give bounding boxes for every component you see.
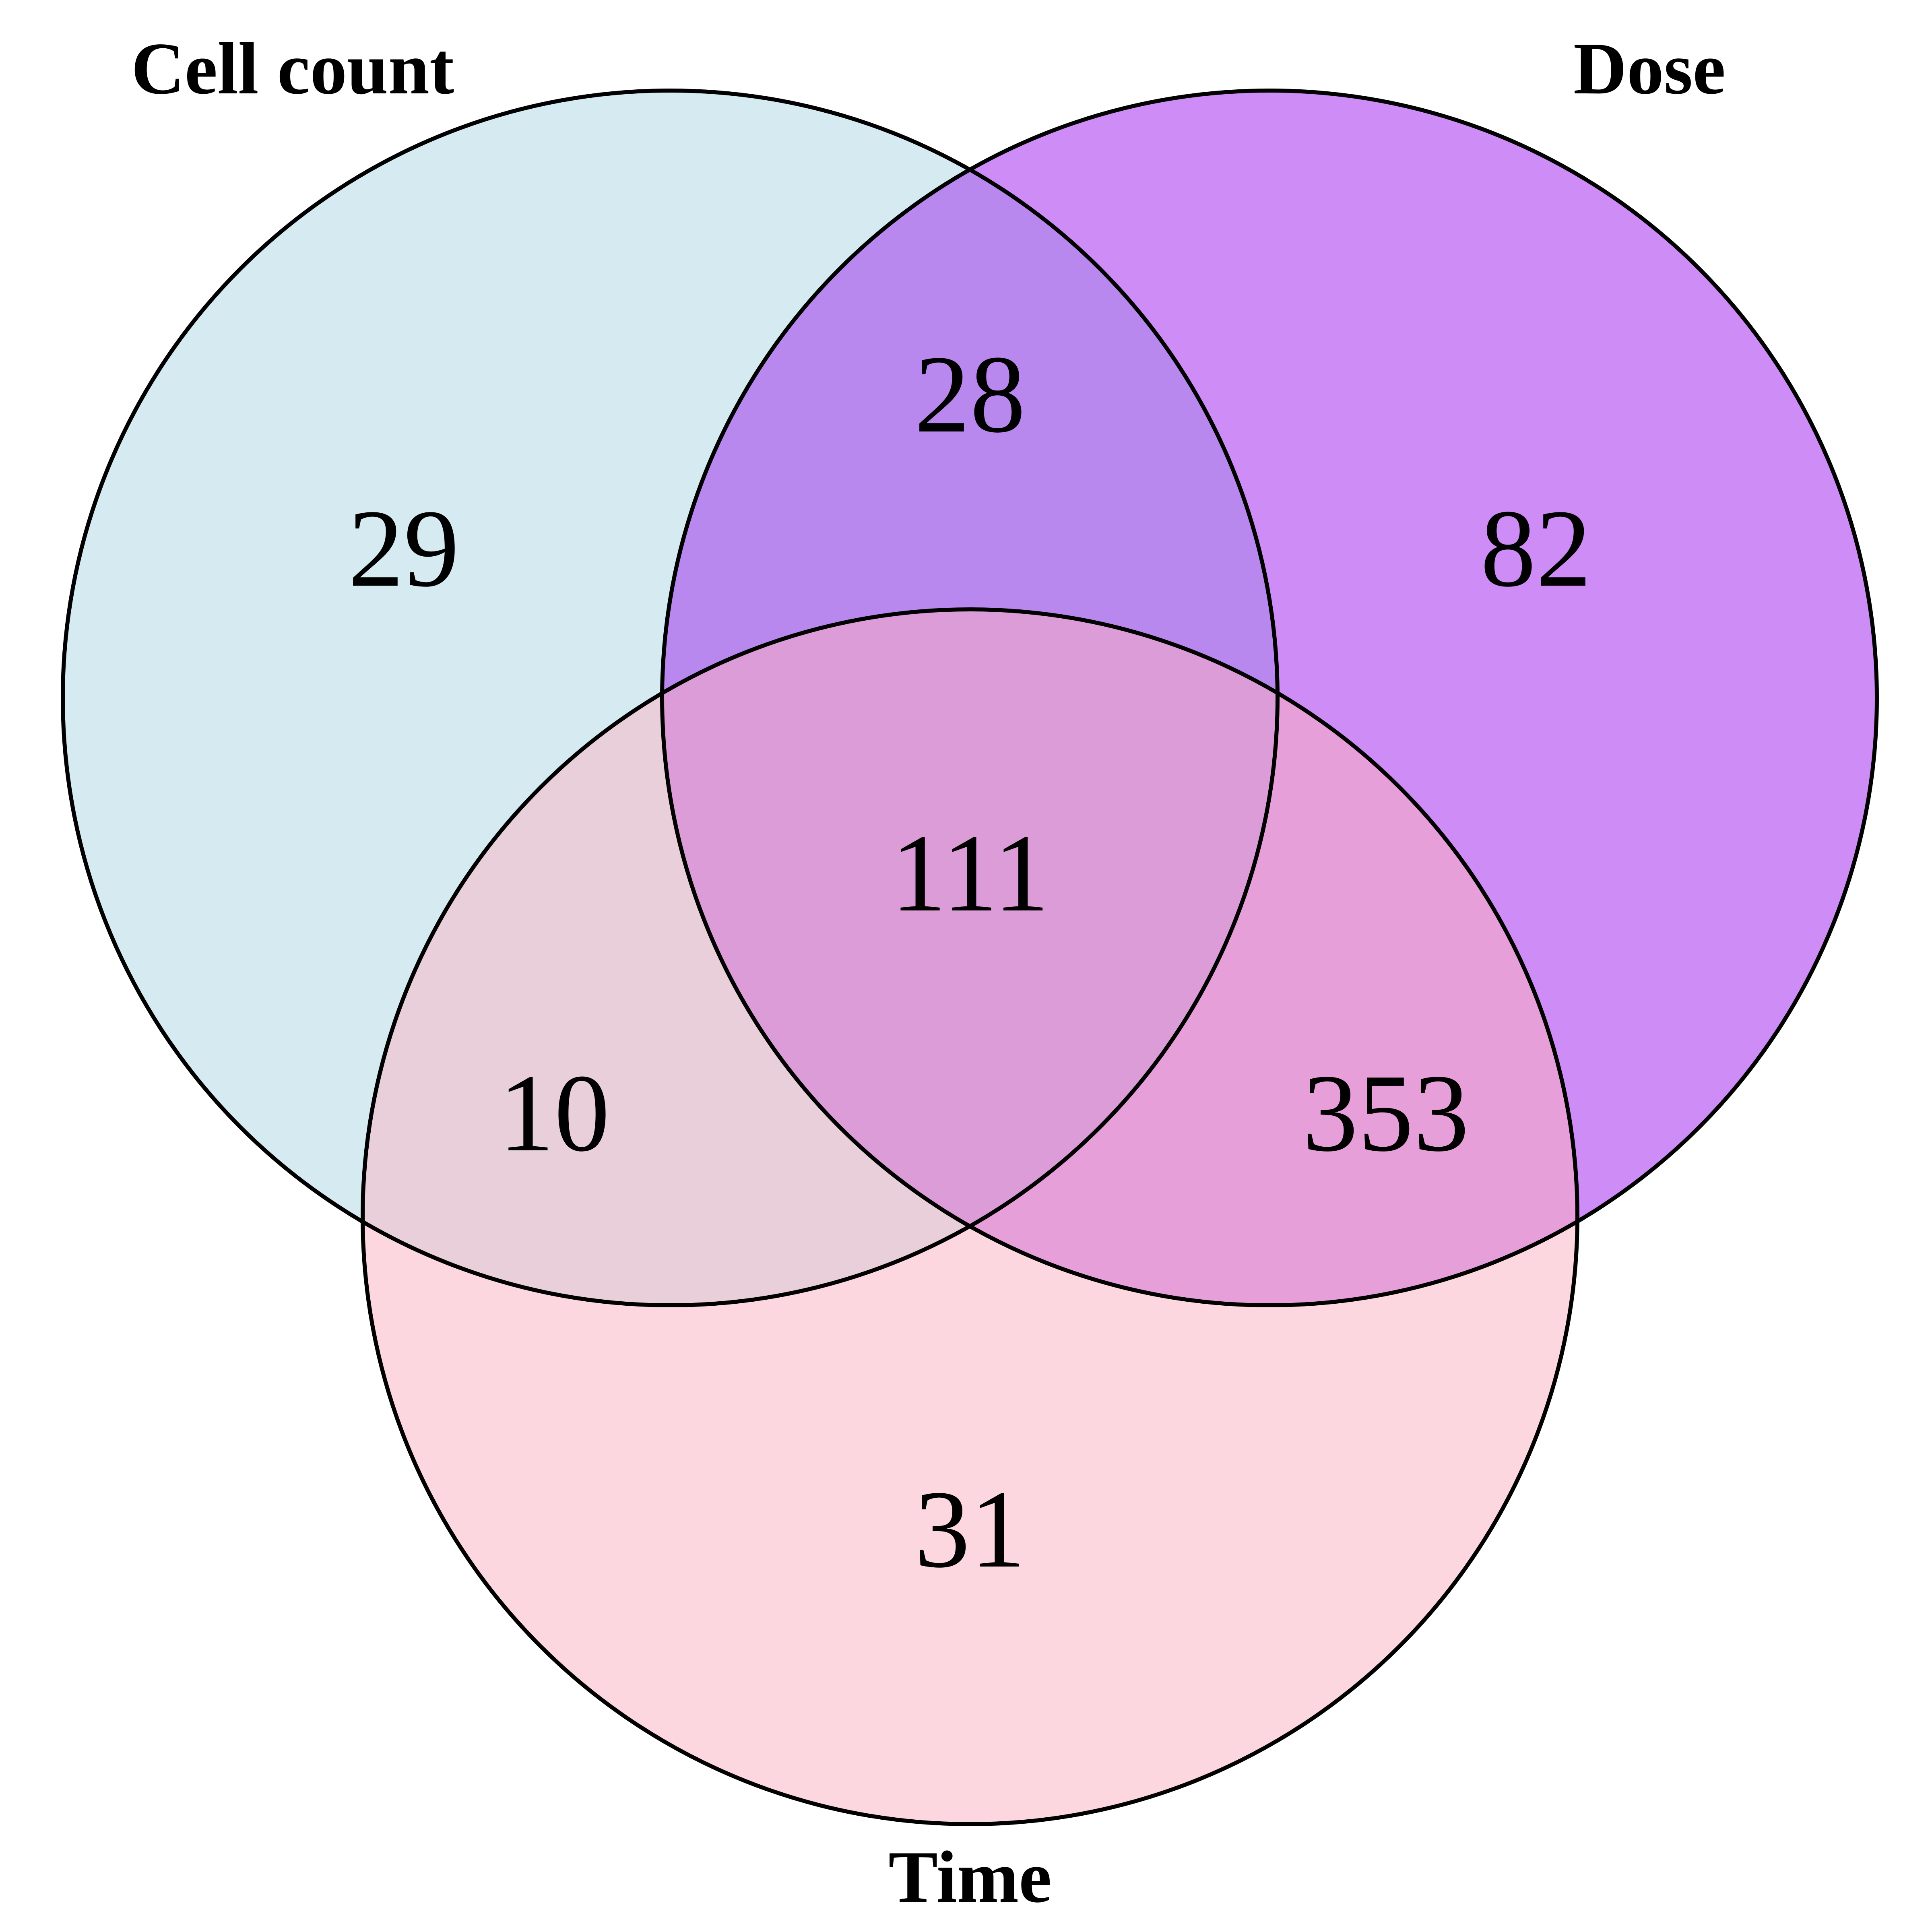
time-circle-outline: [361, 607, 1579, 1826]
count-all-three: 111: [891, 811, 1049, 935]
count-cell-count-time: 10: [499, 1051, 610, 1174]
count-dose-only: 82: [1480, 487, 1591, 610]
count-cell-count-dose: 28: [914, 332, 1026, 456]
set-label-time: Time: [888, 1836, 1051, 1918]
count-dose-time: 353: [1302, 1051, 1469, 1174]
set-label-cell-count: Cell count: [131, 27, 454, 109]
count-cell-count-only: 29: [348, 487, 459, 610]
count-time-only: 31: [914, 1468, 1026, 1591]
dose-circle-outline: [660, 89, 1879, 1307]
set-label-dose: Dose: [1573, 27, 1726, 109]
cell-count-circle-outline: [61, 89, 1280, 1307]
